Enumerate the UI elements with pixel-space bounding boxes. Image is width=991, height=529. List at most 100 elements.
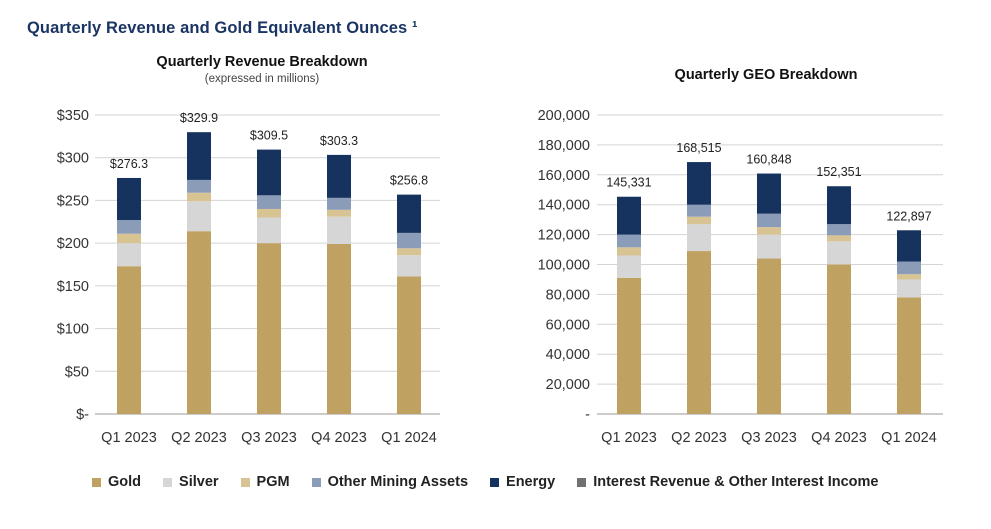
geo-bar-silver bbox=[757, 234, 781, 259]
revenue-x-tick-label: Q1 2023 bbox=[101, 430, 157, 446]
geo-bar-other-mining-assets bbox=[897, 261, 921, 275]
revenue-x-tick-label: Q3 2023 bbox=[241, 430, 297, 446]
legend-label: PGM bbox=[256, 474, 290, 490]
geo-total-label: 160,848 bbox=[746, 153, 791, 167]
geo-bar-other-mining-assets bbox=[827, 224, 851, 236]
geo-y-tick-label: 40,000 bbox=[546, 347, 590, 363]
legend-item-pgm: PGM bbox=[240, 474, 290, 490]
legend: Gold Silver PGM Other Mining Assets Energy In… bbox=[92, 474, 900, 490]
legend-label: Energy bbox=[506, 474, 556, 490]
legend-label: Interest Revenue & Other Interest Income bbox=[593, 474, 879, 490]
geo-bar-pgm bbox=[827, 235, 851, 242]
revenue-bar-pgm bbox=[257, 208, 281, 218]
revenue-chart-subtitle: (expressed in millions) bbox=[204, 73, 320, 85]
legend-swatch bbox=[577, 477, 587, 487]
geo-y-tick-label: 80,000 bbox=[546, 287, 590, 303]
revenue-bar-energy bbox=[397, 194, 421, 233]
legend-item-other-mining-assets: Other Mining Assets bbox=[311, 474, 469, 490]
revenue-bar-gold bbox=[397, 276, 421, 414]
legend-swatch bbox=[240, 477, 250, 487]
revenue-bar-silver bbox=[257, 217, 281, 244]
revenue-y-tick-label: $- bbox=[76, 407, 89, 423]
geo-y-tick-label: 120,000 bbox=[538, 228, 590, 244]
revenue-bar-energy bbox=[117, 177, 141, 221]
geo-y-tick-label: 140,000 bbox=[538, 198, 590, 214]
legend-swatch bbox=[490, 477, 500, 487]
geo-bar-pgm bbox=[897, 274, 921, 280]
revenue-y-tick-label: $250 bbox=[57, 193, 89, 209]
revenue-chart-title: Quarterly Revenue Breakdown bbox=[156, 54, 368, 70]
revenue-bar-pgm bbox=[397, 248, 421, 256]
revenue-y-tick-label: $100 bbox=[57, 322, 89, 338]
revenue-total-label: $303.3 bbox=[320, 134, 358, 148]
geo-bar-silver bbox=[617, 255, 641, 278]
geo-y-tick-label: 100,000 bbox=[538, 258, 590, 274]
revenue-bar-energy bbox=[327, 154, 351, 198]
geo-bar-energy bbox=[617, 196, 641, 235]
geo-y-tick-label: 160,000 bbox=[538, 168, 590, 184]
geo-y-tick-label: 60,000 bbox=[546, 317, 590, 333]
geo-bar-energy bbox=[827, 186, 851, 225]
geo-total-label: 152,351 bbox=[816, 165, 861, 179]
geo-y-tick-label: - bbox=[585, 407, 590, 423]
revenue-y-tick-label: $50 bbox=[65, 364, 89, 380]
geo-bar-other-mining-assets bbox=[687, 204, 711, 217]
geo-bar-gold bbox=[617, 277, 641, 414]
geo-y-tick-label: 20,000 bbox=[546, 377, 590, 393]
geo-bar-pgm bbox=[687, 216, 711, 225]
revenue-x-tick-label: Q4 2023 bbox=[311, 430, 367, 446]
legend-swatch bbox=[163, 477, 173, 487]
geo-bar-gold bbox=[827, 264, 851, 414]
revenue-total-label: $256.8 bbox=[390, 174, 428, 188]
revenue-bar-pgm bbox=[117, 233, 141, 244]
geo-bar-gold bbox=[757, 258, 781, 414]
revenue-x-tick-label: Q2 2023 bbox=[171, 430, 227, 446]
geo-bar-energy bbox=[687, 162, 711, 205]
page-title: Quarterly Revenue and Gold Equivalent Ou… bbox=[27, 19, 418, 37]
revenue-bar-gold bbox=[327, 243, 351, 414]
revenue-y-tick-label: $150 bbox=[57, 279, 89, 295]
legend-item-silver: Silver bbox=[163, 474, 219, 490]
revenue-bar-other-mining-assets bbox=[187, 179, 211, 193]
geo-bar-other-mining-assets bbox=[757, 213, 781, 228]
revenue-bar-silver bbox=[117, 243, 141, 267]
revenue-bar-energy bbox=[187, 132, 211, 180]
legend-item-interest-revenue-other-interest-income: Interest Revenue & Other Interest Income bbox=[577, 474, 878, 490]
revenue-total-label: $276.3 bbox=[110, 157, 148, 171]
legend-label: Other Mining Assets bbox=[327, 474, 469, 490]
revenue-y-tick-label: $200 bbox=[57, 236, 89, 252]
geo-bar-energy bbox=[757, 173, 781, 214]
revenue-bar-silver bbox=[187, 201, 211, 232]
revenue-bar-other-mining-assets bbox=[327, 197, 351, 210]
geo-x-tick-label: Q2 2023 bbox=[671, 430, 727, 446]
revenue-bar-energy bbox=[257, 149, 281, 196]
geo-x-tick-label: Q1 2024 bbox=[881, 430, 937, 446]
revenue-bar-gold bbox=[187, 231, 211, 414]
geo-y-tick-label: 200,000 bbox=[538, 108, 590, 124]
revenue-y-tick-label: $300 bbox=[57, 151, 89, 167]
geo-bar-energy bbox=[897, 230, 921, 262]
legend-item-energy: Energy bbox=[490, 474, 555, 490]
geo-bar-pgm bbox=[617, 247, 641, 256]
geo-x-tick-label: Q4 2023 bbox=[811, 430, 867, 446]
geo-total-label: 168,515 bbox=[676, 141, 721, 155]
geo-bar-pgm bbox=[757, 227, 781, 235]
legend-label: Silver bbox=[179, 474, 219, 490]
geo-bar-other-mining-assets bbox=[617, 234, 641, 248]
legend-swatch bbox=[311, 477, 321, 487]
revenue-bar-gold bbox=[117, 266, 141, 414]
revenue-y-tick-label: $350 bbox=[57, 108, 89, 124]
geo-bar-gold bbox=[897, 297, 921, 414]
revenue-bar-pgm bbox=[327, 209, 351, 217]
revenue-bar-gold bbox=[257, 243, 281, 414]
geo-total-label: 122,897 bbox=[886, 209, 931, 223]
revenue-bar-other-mining-assets bbox=[397, 232, 421, 249]
revenue-bar-other-mining-assets bbox=[257, 195, 281, 209]
legend-label: Gold bbox=[108, 474, 142, 490]
revenue-total-label: $329.9 bbox=[180, 111, 218, 125]
geo-total-label: 145,331 bbox=[606, 176, 651, 190]
geo-bar-silver bbox=[827, 241, 851, 265]
geo-x-tick-label: Q1 2023 bbox=[601, 430, 657, 446]
geo-bar-gold bbox=[687, 251, 711, 414]
